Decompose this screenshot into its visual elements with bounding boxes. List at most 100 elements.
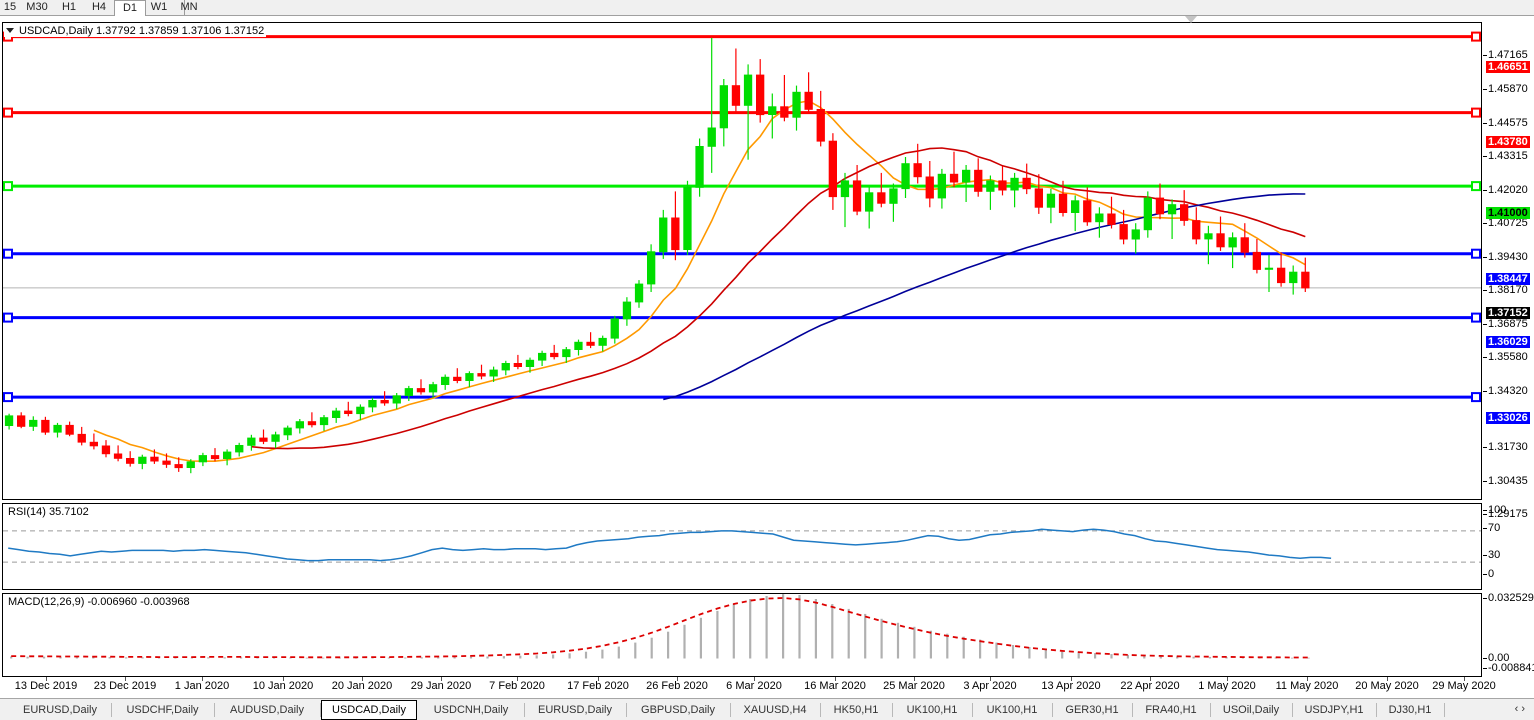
date-label: 29 May 2020 — [1432, 680, 1496, 692]
timeframe-h1[interactable]: H1 — [61, 1, 77, 13]
tab-divider — [214, 703, 215, 717]
price-tick — [1483, 257, 1487, 258]
tab-divider — [730, 703, 731, 717]
price-tag-resistance-2[interactable]: 1.43780 — [1486, 136, 1530, 148]
chart-tab-strip[interactable]: ‹› EURUSD,Daily USDCHF,Daily AUDUSD,Daily U… — [0, 698, 1534, 720]
date-label: 1 May 2020 — [1198, 680, 1256, 692]
tab-dj30-h1[interactable]: DJ30,H1 — [1388, 704, 1432, 716]
macd-label: MACD(12,26,9) -0.006960 -0.003968 — [6, 596, 192, 608]
date-tick — [914, 677, 915, 681]
tab-gbpusd-daily[interactable]: GBPUSD,Daily — [641, 704, 715, 716]
price-tick — [1483, 223, 1487, 224]
date-tick — [1071, 677, 1072, 681]
price-scale[interactable]: 1.47165 1.45870 1.44575 1.43315 1.42020 1.407… — [1483, 22, 1534, 677]
tab-divider — [1292, 703, 1293, 717]
rsi-tick — [1483, 510, 1487, 511]
date-tick — [835, 677, 836, 681]
rsi-tick-label: 100 — [1488, 504, 1507, 516]
tab-divider — [1444, 703, 1445, 717]
tab-divider — [1376, 703, 1377, 717]
price-tag-pivot-level[interactable]: 1.41000 — [1486, 207, 1530, 219]
price-tag-support-1[interactable]: 1.38447 — [1486, 273, 1530, 285]
price-tick-label: 1.31730 — [1488, 441, 1528, 453]
tab-divider — [1210, 703, 1211, 717]
price-tick-label: 1.42020 — [1488, 184, 1528, 196]
tab-eurusd-daily[interactable]: EURUSD,Daily — [23, 704, 97, 716]
date-label: 16 Mar 2020 — [804, 680, 866, 692]
date-tick — [598, 677, 599, 681]
price-chart-panel[interactable] — [2, 22, 1482, 500]
rsi-tick-label: 0 — [1488, 568, 1495, 580]
macd-panel[interactable] — [2, 593, 1482, 677]
date-tick — [283, 677, 284, 681]
tab-divider — [972, 703, 973, 717]
tab-usdcad-daily[interactable]: USDCAD,Daily — [321, 700, 417, 720]
price-tick — [1483, 89, 1487, 90]
date-label: 13 Apr 2020 — [1041, 680, 1101, 692]
toolbar-divider — [184, 0, 185, 15]
macd-tick-label: 0.00 — [1488, 652, 1510, 664]
date-label: 7 Feb 2020 — [489, 680, 545, 692]
rsi-panel[interactable] — [2, 503, 1482, 590]
tab-ger30-h1[interactable]: GER30,H1 — [1065, 704, 1119, 716]
tab-usdchf-daily[interactable]: USDCHF,Daily — [126, 704, 199, 716]
rsi-tick-label: 30 — [1488, 549, 1501, 561]
price-tick — [1483, 357, 1487, 358]
tab-divider — [892, 703, 893, 717]
tab-hk50-h1[interactable]: HK50,H1 — [833, 704, 879, 716]
tab-uk100-h1[interactable]: UK100,H1 — [906, 704, 958, 716]
tab-usoil-daily[interactable]: USOil,Daily — [1222, 704, 1280, 716]
timeframe-w1[interactable]: W1 — [150, 1, 168, 13]
rsi-tick — [1483, 555, 1487, 556]
rsi-tick-label: 70 — [1488, 522, 1501, 534]
rsi-tick — [1483, 574, 1487, 575]
timeframe-m30[interactable]: M30 — [26, 1, 48, 13]
price-tick-label: 1.34320 — [1488, 385, 1528, 397]
date-tick — [1307, 677, 1308, 681]
tab-usdjpy-h1[interactable]: USDJPY,H1 — [1304, 704, 1364, 716]
tab-divider — [524, 703, 525, 717]
timeframe-d1[interactable]: D1 — [114, 0, 146, 16]
date-label: 25 Mar 2020 — [883, 680, 945, 692]
timeframe-15[interactable]: 15 — [3, 1, 17, 13]
price-tick-label: 1.43315 — [1488, 150, 1528, 162]
price-tick-label: 1.36875 — [1488, 318, 1528, 330]
price-tick-label: 1.47165 — [1488, 49, 1528, 61]
date-label: 11 May 2020 — [1275, 680, 1339, 692]
timeframe-h4[interactable]: H4 — [91, 1, 107, 13]
date-tick — [46, 677, 47, 681]
chart-fold-marker — [1185, 16, 1197, 23]
tab-divider — [320, 703, 321, 717]
tab-eurusd-daily[interactable]: EURUSD,Daily — [538, 704, 612, 716]
price-tick — [1483, 324, 1487, 325]
tab-divider — [1052, 703, 1053, 717]
date-tick — [517, 677, 518, 681]
price-tag-resistance-1[interactable]: 1.46651 — [1486, 61, 1530, 73]
rsi-plot — [3, 504, 1481, 589]
price-tick-label: 1.39430 — [1488, 251, 1528, 263]
chevron-down-icon[interactable] — [6, 28, 14, 33]
tab-fra40-h1[interactable]: FRA40,H1 — [1145, 704, 1197, 716]
date-tick — [362, 677, 363, 681]
tab-nav-arrows[interactable]: ‹› — [1514, 703, 1528, 715]
date-tick — [441, 677, 442, 681]
price-tick — [1483, 55, 1487, 56]
timeframe-mn[interactable]: MN — [180, 1, 198, 13]
price-tag-current-price[interactable]: 1.37152 — [1486, 307, 1530, 319]
macd-tick — [1483, 598, 1487, 599]
date-label: 23 Dec 2019 — [93, 680, 157, 692]
price-tick — [1483, 514, 1487, 515]
price-tag-support-2[interactable]: 1.36029 — [1486, 336, 1530, 348]
tab-uk100-h1[interactable]: UK100,H1 — [986, 704, 1038, 716]
tab-audusd-daily[interactable]: AUDUSD,Daily — [230, 704, 304, 716]
macd-tick — [1483, 668, 1487, 669]
symbol-quote-line: USDCAD,Daily 1.37792 1.37859 1.37106 1.3… — [19, 24, 265, 37]
price-tag-support-3[interactable]: 1.33026 — [1486, 412, 1530, 424]
price-tick-label: 1.45870 — [1488, 83, 1528, 95]
tab-usdcnh-daily[interactable]: USDCNH,Daily — [433, 704, 509, 716]
price-tick-label: 1.40725 — [1488, 217, 1528, 229]
tab-xauusd-h4[interactable]: XAUUSD,H4 — [743, 704, 807, 716]
macd-plot — [3, 594, 1481, 676]
timeframe-toolbar: 15 M30 H1 H4 D1 W1 MN — [0, 0, 1534, 16]
